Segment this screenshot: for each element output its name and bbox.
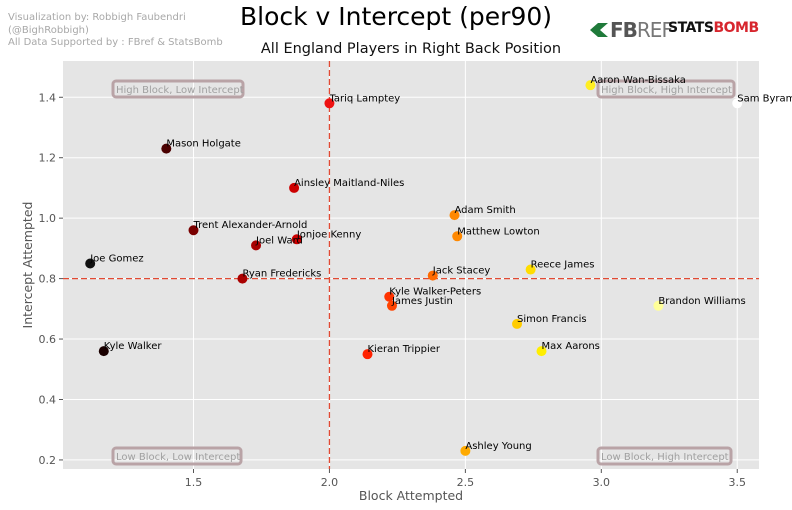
point-label: Kieran Trippier — [368, 344, 441, 355]
point-label: Adam Smith — [455, 205, 516, 216]
point-label: Max Aarons — [542, 341, 600, 352]
data-point — [188, 225, 199, 236]
data-point — [460, 445, 471, 456]
y-tick-label: 0.4 — [39, 393, 57, 406]
x-tick-label: 3.5 — [729, 476, 747, 489]
statsbomb-logo: STATSBOMB — [668, 20, 759, 36]
credits: Visualization by: Robbigh Faubendri (@Bi… — [8, 12, 223, 50]
point-label: Kyle Walker-Peters — [389, 287, 481, 298]
x-tick-label: 1.5 — [185, 476, 203, 489]
data-point — [427, 270, 438, 281]
y-tick-label: 1.2 — [39, 152, 57, 165]
quadrant-box-top-right — [596, 79, 736, 99]
data-point — [291, 234, 302, 245]
point-labels: Aaron Wan-Bissaka Sam Byram Tariq Lamptey M… — [89, 75, 792, 452]
point-label: Matthew Lowton — [457, 226, 540, 237]
point-label: Brandon Williams — [658, 296, 745, 307]
statsbomb-logo-stats: STATS — [668, 20, 714, 36]
data-point — [289, 182, 300, 193]
reference-lines — [63, 61, 759, 469]
data-point — [98, 346, 109, 357]
plot-background — [63, 61, 759, 469]
y-tick-label: 0.8 — [39, 273, 57, 286]
point-label: Ashley Young — [465, 441, 531, 452]
y-axis-label: Intercept Attempted — [20, 202, 35, 329]
point-label: Ainsley Maitland-Niles — [294, 178, 404, 189]
y-tick-label: 0.6 — [39, 333, 57, 346]
y-tick-label: 0.2 — [39, 454, 57, 467]
point-label: Jonjoe Kenny — [296, 229, 362, 240]
point-label: James Justin — [391, 296, 453, 307]
data-point — [536, 346, 547, 357]
x-axis-label: Block Attempted — [359, 488, 463, 503]
credit-line-source: All Data Supported by : FBref & StatsBom… — [8, 37, 223, 48]
point-label: Mason Holgate — [166, 139, 241, 150]
quadrant-label-bottom-right: Low Block, High Intercept — [601, 452, 729, 463]
point-label: Tariq Lamptey — [328, 93, 400, 104]
data-point — [161, 143, 172, 154]
data-point — [512, 318, 523, 329]
point-label: Jack Stacey — [432, 266, 491, 277]
axis-ticks: 1.5 2.0 2.5 3.0 3.5 0.2 0.4 0.6 0.8 1.0 1.2 1.4 — [39, 91, 747, 489]
chart-title: Block v Intercept (per90) — [239, 2, 553, 31]
quadrant-box-top-left — [111, 79, 245, 99]
x-tick-label: 2.5 — [457, 476, 475, 489]
quadrant-label-bottom-left: Low Block, Low Intercept — [116, 452, 240, 463]
point-label: Aaron Wan-Bissaka — [590, 75, 685, 86]
y-tick-label: 1.0 — [39, 212, 57, 225]
quadrant-box-bottom-left — [111, 446, 243, 466]
point-label: Kyle Walker — [104, 341, 163, 352]
data-point — [653, 300, 664, 311]
data-point — [386, 300, 397, 311]
point-label: Joe Gomez — [89, 253, 143, 264]
fbref-logo-ref: REF — [636, 18, 673, 42]
x-tick-label: 3.0 — [593, 476, 611, 489]
quadrant-labels: High Block, Low Intercept High Block, Hig… — [111, 79, 736, 466]
data-point — [362, 349, 373, 360]
credit-line-handle: (@BighRobbigh) — [8, 24, 89, 36]
point-label: Ryan Fredericks — [242, 269, 321, 280]
data-point — [449, 210, 460, 221]
data-point — [384, 291, 395, 302]
quadrant-label-top-right: High Block, High Intercept — [601, 85, 732, 96]
point-label: Reece James — [531, 260, 595, 271]
data-point — [324, 98, 335, 109]
credit-line-author: Visualization by: Robbigh Faubendri — [8, 12, 186, 23]
fbref-logo-fb: FB — [610, 18, 638, 42]
x-tick-label: 2.0 — [321, 476, 339, 489]
point-label: Trent Alexander-Arnold — [193, 220, 308, 231]
quadrant-box-bottom-right — [596, 446, 733, 466]
chart-subtitle: All England Players in Right Back Positi… — [260, 41, 562, 57]
data-point — [732, 98, 743, 109]
data-point — [585, 80, 596, 91]
point-label: Sam Byram — [737, 93, 792, 104]
point-label: Simon Francis — [517, 314, 587, 325]
fbref-leaf-icon — [590, 23, 608, 37]
data-point — [251, 240, 262, 251]
point-label: Joel Ward — [255, 235, 303, 246]
y-tick-label: 1.4 — [39, 91, 57, 104]
statsbomb-logo-bomb: BOMB — [713, 20, 759, 36]
data-point — [85, 258, 96, 269]
data-point — [237, 273, 248, 284]
data-points — [85, 80, 743, 456]
quadrant-label-top-left: High Block, Low Intercept — [116, 85, 244, 96]
fbref-logo: FB REF — [588, 18, 673, 42]
data-point — [525, 264, 536, 275]
data-point — [452, 231, 463, 242]
